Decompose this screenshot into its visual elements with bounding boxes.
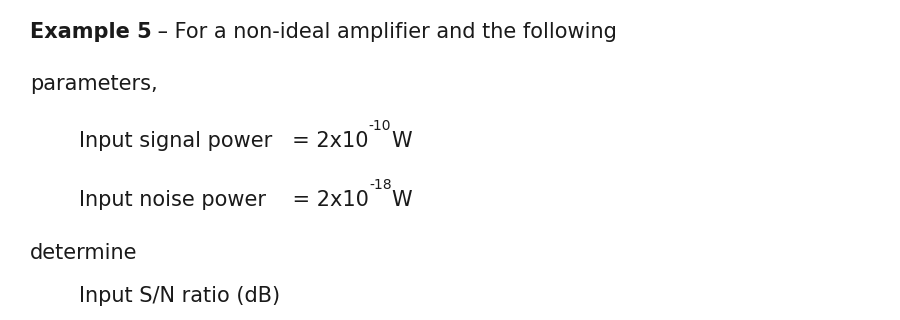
Text: Input noise power    = 2x10: Input noise power = 2x10 (79, 190, 369, 211)
Text: Input signal power   = 2x10: Input signal power = 2x10 (79, 131, 369, 151)
Text: parameters,: parameters, (30, 74, 158, 93)
Text: W: W (392, 131, 412, 151)
Text: -18: -18 (369, 178, 392, 192)
Text: determine: determine (30, 243, 137, 263)
Text: Example 5: Example 5 (30, 22, 151, 42)
Text: Input S/N ratio (dB): Input S/N ratio (dB) (79, 286, 280, 307)
Text: -10: -10 (369, 119, 392, 132)
Text: – For a non-ideal amplifier and the following: – For a non-ideal amplifier and the foll… (151, 22, 617, 42)
Text: W: W (392, 190, 412, 211)
